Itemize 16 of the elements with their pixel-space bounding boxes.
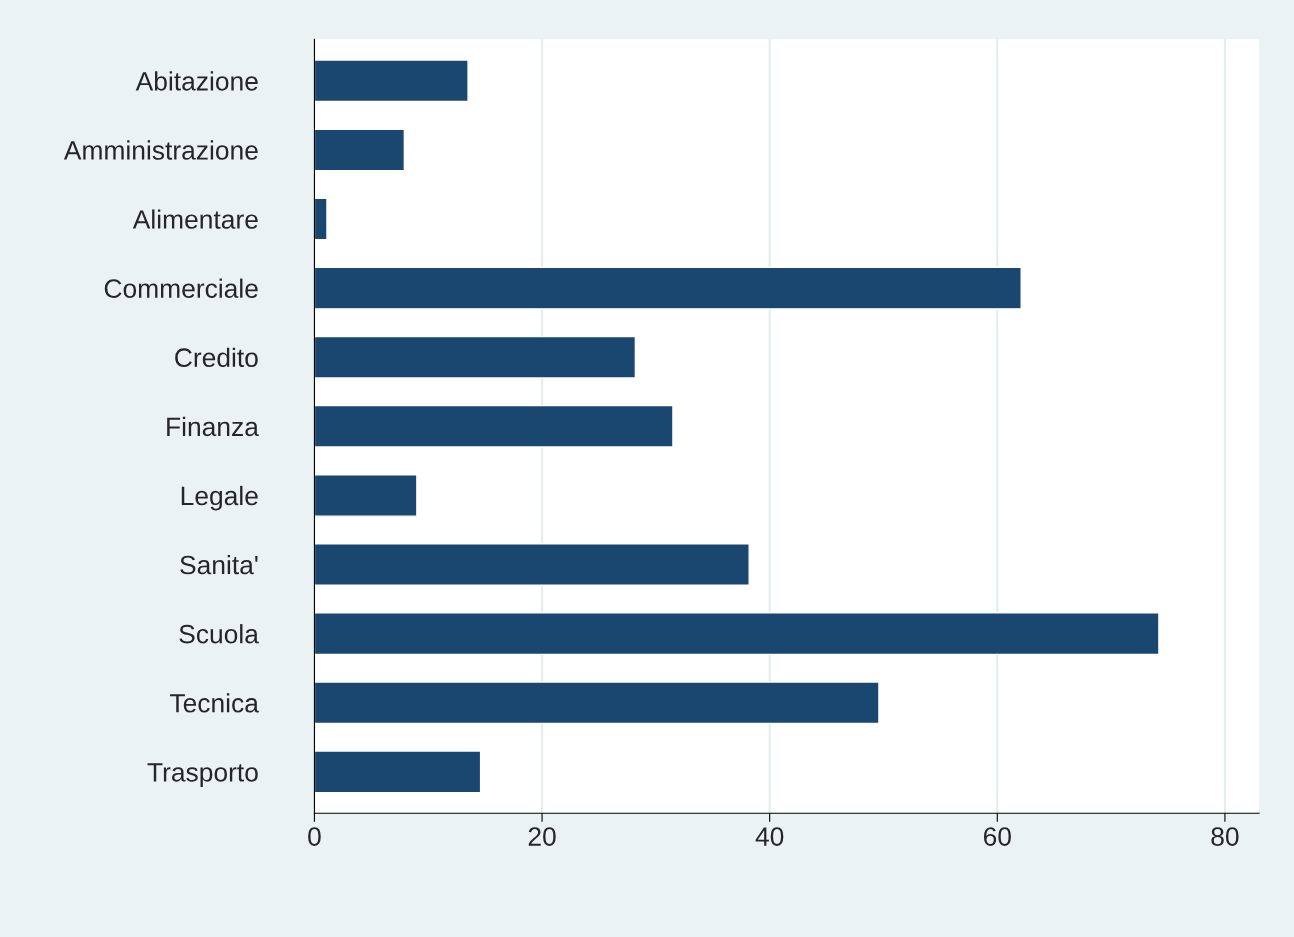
y-tick-label: Finanza	[167, 416, 259, 437]
y-tick-label: Commerciale	[104, 278, 258, 298]
y-tick-label: Legale	[181, 485, 258, 511]
y-tick-label: Abitazione	[135, 71, 258, 91]
y-tick-label: Trasporto	[147, 763, 258, 787]
y-tick-label: Alimentare	[132, 209, 258, 229]
x-tick-label: 40	[755, 827, 784, 846]
y-tick-label: Credito	[175, 347, 258, 368]
x-tick-label: 0	[308, 827, 321, 846]
y-tick-label: Amministrazione	[63, 140, 258, 160]
y-tick-label: Tecnica	[170, 693, 259, 713]
y-tick-label: Sanita'	[180, 554, 258, 575]
x-tick-label: 80	[1211, 827, 1239, 846]
x-tick-label: 60	[983, 827, 1011, 846]
x-tick-label: 20	[528, 827, 556, 846]
y-tick-label: Scuola	[179, 624, 259, 644]
